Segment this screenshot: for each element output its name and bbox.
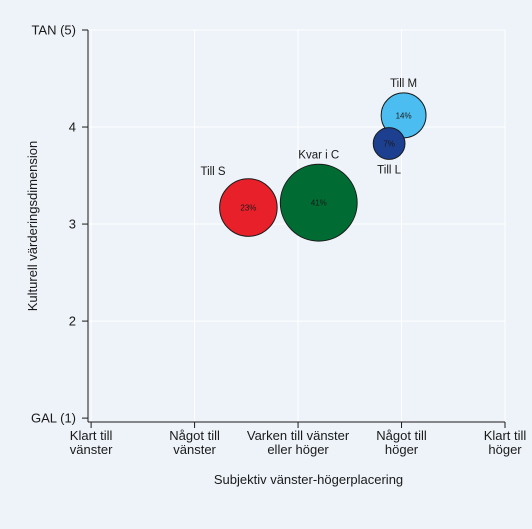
x-tick-label: Något till <box>376 428 427 443</box>
y-axis-title: Kulturell värderingsdimension <box>25 141 40 312</box>
y-tick-label: 4 <box>69 120 76 135</box>
x-tick-label: höger <box>385 442 419 457</box>
x-tick-label: Klart till <box>70 428 113 443</box>
y-ticks: GAL (1) 2 3 4 TAN (5) <box>31 23 88 426</box>
x-tick-label: vänster <box>70 442 113 457</box>
bubble-till-m: 14% Till M <box>380 78 427 139</box>
bubble-share-label: 7% <box>383 140 395 149</box>
x-tick-label: vänster <box>173 442 216 457</box>
bubble-share-label: 41% <box>311 199 327 208</box>
y-tick-label: 3 <box>69 217 76 232</box>
bubbles: 23% Till S 41% Kvar i C 14% Till M 7% Till L <box>200 78 427 242</box>
bubble-circle <box>219 178 278 237</box>
axes <box>87 30 505 423</box>
x-axis-title: Subjektiv vänster-högerplacering <box>214 472 403 487</box>
x-tick-label: eller höger <box>267 442 329 457</box>
x-tick-label: Något till <box>169 428 220 443</box>
y-tick-label: GAL (1) <box>31 411 76 426</box>
bubble-circle <box>372 127 406 160</box>
bubble-share-label: 14% <box>396 111 412 120</box>
bubble-name-label: Kvar i C <box>298 149 339 161</box>
bubble-circle <box>279 163 358 242</box>
bubble-name-label: Till L <box>377 164 401 176</box>
bubble-name-label: Till S <box>200 166 225 178</box>
x-tick-label: Klart till <box>484 428 527 443</box>
bubble-till-l: 7% Till L <box>372 127 406 176</box>
bubble-kvar-i-c: 41% Kvar i C <box>279 149 358 242</box>
x-tick-label: höger <box>488 442 522 457</box>
y-tick-label: TAN (5) <box>31 23 76 38</box>
y-tick-label: 2 <box>69 314 76 329</box>
bubble-share-label: 23% <box>240 204 256 213</box>
bubble-name-label: Till M <box>390 78 417 90</box>
x-tick-label: Varken till vänster <box>247 428 350 443</box>
bubble-till-s: 23% Till S <box>200 166 278 237</box>
